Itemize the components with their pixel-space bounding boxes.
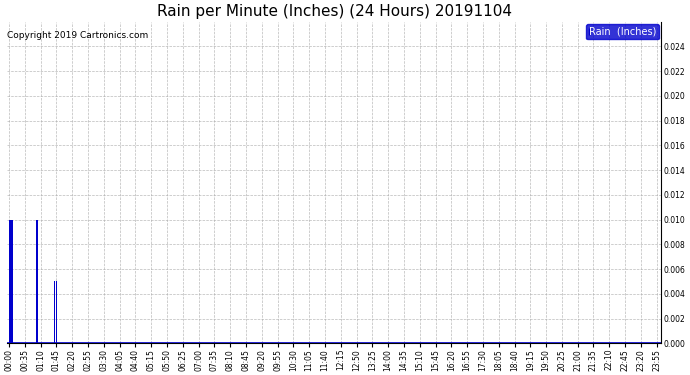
Title: Rain per Minute (Inches) (24 Hours) 20191104: Rain per Minute (Inches) (24 Hours) 2019… [157, 4, 511, 19]
Text: Copyright 2019 Cartronics.com: Copyright 2019 Cartronics.com [8, 32, 149, 40]
Legend: Rain  (Inches): Rain (Inches) [586, 24, 659, 39]
